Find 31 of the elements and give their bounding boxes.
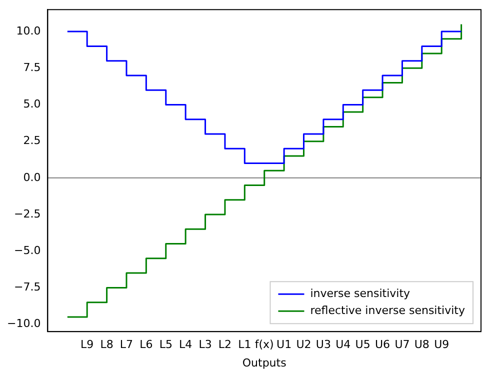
x-tick-label: U1 — [276, 338, 292, 352]
x-tick-label: f(x) — [254, 338, 274, 352]
x-tick-label: U3 — [316, 338, 331, 352]
x-tick-label: L8 — [100, 338, 114, 352]
x-tick-label: L4 — [179, 338, 192, 352]
y-tick-label: −10.0 — [6, 317, 41, 330]
x-tick-label: U7 — [394, 338, 410, 352]
x-tick-label: L3 — [198, 338, 212, 352]
y-tick-label: 10.0 — [16, 24, 41, 38]
x-tick-label: L7 — [120, 338, 134, 352]
x-tick-label: L6 — [140, 338, 153, 352]
x-tick-label: L9 — [80, 338, 94, 352]
x-tick-label: L2 — [218, 338, 232, 352]
y-tick-label: 0.0 — [23, 170, 41, 184]
x-tick-label: U2 — [296, 338, 312, 352]
y-tick-label: −5.0 — [14, 244, 41, 257]
x-tick-label: L1 — [238, 338, 252, 352]
x-tick-label: U6 — [374, 338, 390, 352]
x-tick-label: U4 — [336, 338, 351, 352]
x-tick-label: U5 — [355, 338, 370, 352]
x-tick-label: L5 — [159, 338, 172, 352]
y-tick-label: −7.5 — [14, 280, 41, 294]
legend-label: inverse sensitivity — [310, 286, 411, 300]
y-tick-label: 5.0 — [23, 98, 41, 111]
y-tick-label: −2.5 — [14, 207, 41, 220]
legend-label: reflective inverse sensitivity — [310, 304, 466, 317]
x-tick-label: U9 — [434, 338, 450, 352]
y-tick-label: 7.5 — [23, 61, 41, 74]
y-tick-label: 2.5 — [23, 134, 41, 148]
x-tick-label: U8 — [414, 338, 430, 352]
x-axis-title: Outputs — [242, 356, 287, 370]
